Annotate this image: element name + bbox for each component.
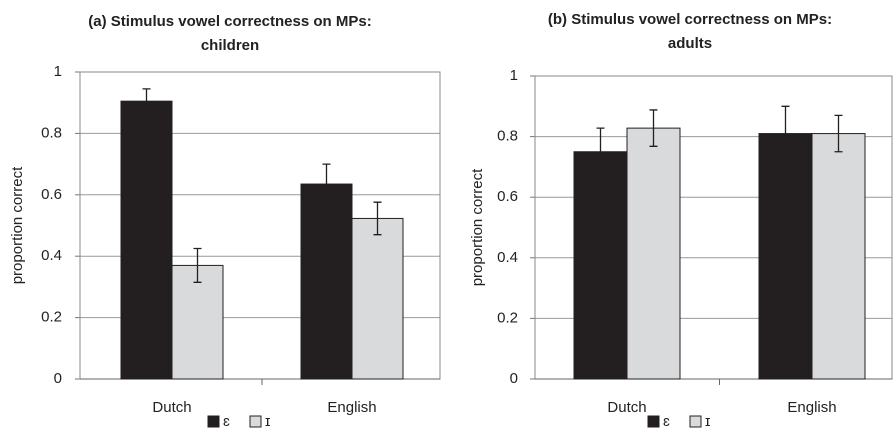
- legend-swatch: [249, 415, 262, 428]
- y-tick-label: 0: [510, 370, 518, 387]
- y-tick-label: 1: [54, 63, 62, 80]
- y-tick-label: 0.2: [497, 309, 518, 326]
- y-tick-label: 1: [510, 67, 518, 84]
- x-tick-label: English: [327, 399, 376, 416]
- x-tick-label: English: [787, 399, 836, 416]
- chart-title: children: [201, 37, 259, 54]
- legend-swatch: [647, 415, 660, 428]
- y-tick-label: 0.6: [41, 186, 62, 203]
- chart-title: (a) Stimulus vowel correctness on MPs:: [88, 13, 371, 30]
- legend-label: ɛ: [223, 413, 230, 430]
- x-tick-label: Dutch: [607, 399, 646, 416]
- legend-swatch: [207, 415, 220, 428]
- error-bar: [596, 127, 605, 177]
- y-axis-label: proportion correct: [469, 168, 486, 286]
- bar: [811, 133, 866, 380]
- x-tick-label: Dutch: [152, 399, 191, 416]
- legend-swatch: [689, 415, 702, 428]
- error-bar: [834, 114, 843, 153]
- error-bar: [322, 163, 331, 205]
- legend-label: ɪ: [705, 413, 710, 430]
- y-tick-label: 0.4: [41, 247, 62, 264]
- error-bar: [781, 105, 790, 162]
- chart-title: adults: [668, 35, 712, 52]
- bar: [351, 217, 404, 380]
- y-tick-label: 0: [54, 370, 62, 387]
- bar: [120, 100, 173, 380]
- error-bar: [649, 109, 658, 147]
- y-axis-label: proportion correct: [9, 166, 26, 284]
- bar: [758, 133, 813, 380]
- y-tick-label: 0.4: [497, 249, 518, 266]
- bar: [300, 183, 353, 380]
- legend-label: ɛ: [663, 413, 670, 430]
- bar: [626, 127, 681, 380]
- error-bar: [142, 88, 151, 115]
- y-tick-label: 0.8: [41, 124, 62, 141]
- chart-title: (b) Stimulus vowel correctness on MPs:: [548, 11, 832, 28]
- y-tick-label: 0.6: [497, 188, 518, 205]
- bar: [171, 264, 224, 380]
- y-tick-label: 0.8: [497, 128, 518, 145]
- y-tick-label: 0.2: [41, 309, 62, 326]
- error-bar: [373, 201, 382, 236]
- legend-label: ɪ: [265, 413, 270, 430]
- bar: [573, 151, 628, 380]
- error-bar: [193, 247, 202, 283]
